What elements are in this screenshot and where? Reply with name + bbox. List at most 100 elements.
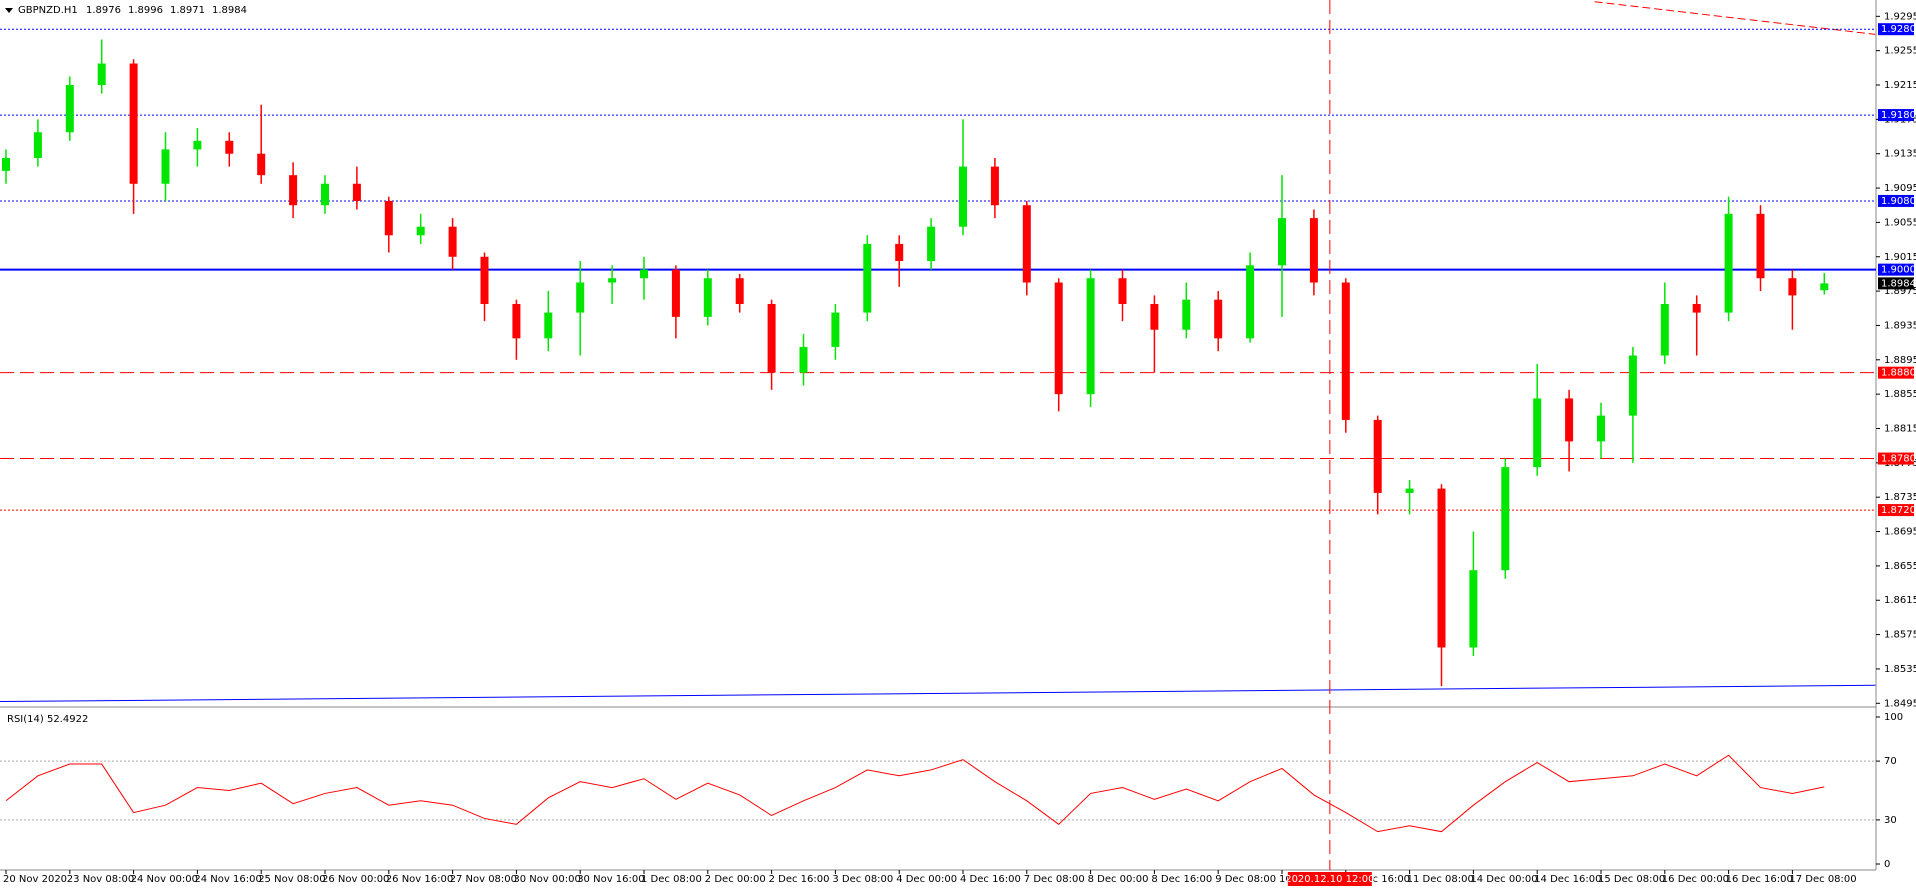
candle-body xyxy=(990,166,999,206)
candle-body xyxy=(959,166,967,227)
y-tick-label: 1.9215 xyxy=(1884,80,1916,91)
candle-body xyxy=(1150,303,1159,330)
candle-body xyxy=(1692,303,1701,313)
x-tick-label: 14 Dec 00:00 xyxy=(1470,874,1537,885)
candle-body xyxy=(129,63,138,184)
candle-body xyxy=(895,243,904,262)
x-tick-label: 27 Nov 08:00 xyxy=(450,874,517,885)
candle-body xyxy=(831,312,840,347)
candle-body xyxy=(927,226,936,262)
x-tick-label: 25 Nov 08:00 xyxy=(258,874,325,885)
y-tick-label: 0 xyxy=(1884,859,1890,870)
rsi-label: RSI(14) 52.4922 xyxy=(7,714,88,725)
y-tick-label: 1.8895 xyxy=(1884,355,1916,366)
x-tick-label: 4 Dec 00:00 xyxy=(896,874,957,885)
candle-body xyxy=(352,183,361,201)
candle-body xyxy=(289,175,298,206)
candle-body xyxy=(1788,278,1797,296)
candle-body xyxy=(161,149,170,184)
candle-body xyxy=(512,303,521,339)
candle-body xyxy=(384,200,393,236)
x-tick-label: 2 Dec 16:00 xyxy=(769,874,830,885)
x-tick-label: 8 Dec 16:00 xyxy=(1151,874,1212,885)
y-tick-label: 1.9055 xyxy=(1884,217,1916,228)
candle-body xyxy=(1278,218,1286,266)
candle-body xyxy=(1565,398,1574,442)
candle-body xyxy=(640,269,648,279)
candle-body xyxy=(1501,467,1510,571)
y-tick-label: 1.9295 xyxy=(1884,11,1916,22)
x-tick-label: 30 Nov 16:00 xyxy=(577,874,644,885)
x-tick-label: 16 Dec 00:00 xyxy=(1662,874,1729,885)
level-label: 1.9280 xyxy=(1881,24,1916,35)
level-tag xyxy=(1878,109,1914,122)
candle-body xyxy=(1533,398,1542,468)
candle-body xyxy=(1820,283,1829,291)
y-tick-label: 1.8575 xyxy=(1884,630,1916,641)
x-tick-label: 14 Dec 16:00 xyxy=(1534,874,1601,885)
candle-body xyxy=(193,140,202,150)
candle-body xyxy=(97,63,106,86)
current-price: 1.8984 xyxy=(1881,278,1916,289)
symbol: GBPNZD.H1 xyxy=(18,5,78,16)
candle-body xyxy=(1309,218,1318,283)
level-label: 1.9080 xyxy=(1881,196,1916,207)
candle-body xyxy=(671,269,680,317)
candle-body xyxy=(321,183,329,206)
candle-body xyxy=(1118,278,1127,304)
y-tick-label: 1.8535 xyxy=(1884,664,1916,675)
candle-body xyxy=(1756,213,1765,279)
candle-body xyxy=(1628,355,1637,416)
candle-body xyxy=(1373,419,1382,493)
candle-body xyxy=(448,226,457,257)
candle-body xyxy=(1437,488,1446,648)
level-tag xyxy=(1878,504,1914,517)
candle-body xyxy=(257,153,266,176)
level-label: 1.8720 xyxy=(1881,505,1916,516)
candle-body xyxy=(65,85,74,133)
y-tick-label: 1.8495 xyxy=(1884,698,1916,709)
y-tick-label: 1.8615 xyxy=(1884,595,1916,606)
candle-body xyxy=(1724,213,1733,313)
level-tag xyxy=(1878,23,1914,36)
x-tick-label: 7 Dec 08:00 xyxy=(1024,874,1085,885)
x-tick-label: 10 Dec 16:00 xyxy=(1343,874,1410,885)
header-ohlc: 1.8976 xyxy=(86,5,121,16)
candle-body xyxy=(1214,299,1223,339)
header-ohlc: 1.8984 xyxy=(212,5,247,16)
y-tick-label: 1.8735 xyxy=(1884,492,1916,503)
cursor-tag xyxy=(1287,872,1372,886)
candle-body xyxy=(703,278,712,317)
y-tick-label: 1.9015 xyxy=(1884,252,1916,263)
candle-body xyxy=(416,226,425,236)
y-tick-label: 1.8975 xyxy=(1884,286,1916,297)
y-tick-label: 1.8655 xyxy=(1884,561,1916,572)
candle-body xyxy=(1660,303,1669,356)
y-tick-label: 1.9255 xyxy=(1884,46,1916,57)
candle-body xyxy=(735,278,744,304)
x-tick-label: 24 Nov 16:00 xyxy=(194,874,261,885)
candle-body xyxy=(225,140,234,154)
candle-body xyxy=(544,312,553,339)
collapse-icon xyxy=(5,8,13,13)
trendline xyxy=(0,684,1876,703)
y-tick-label: 1.8815 xyxy=(1884,423,1916,434)
header-ohlc: 1.8996 xyxy=(128,5,163,16)
y-tick-label: 100 xyxy=(1884,712,1903,723)
cursor-label: 2020.12.10 12:00 xyxy=(1285,874,1374,885)
level-label: 1.8780 xyxy=(1881,454,1916,465)
x-tick-label: 17 Dec 08:00 xyxy=(1789,874,1856,885)
level-label: 1.9000 xyxy=(1881,265,1916,276)
header-ohlc: 1.8971 xyxy=(170,5,205,16)
x-tick-label: 1 Dec 08:00 xyxy=(641,874,702,885)
x-tick-label: 15 Dec 08:00 xyxy=(1598,874,1665,885)
level-tag xyxy=(1878,366,1914,379)
candle-body xyxy=(863,243,872,313)
candle-body xyxy=(799,346,808,373)
candle-body xyxy=(2,158,10,171)
rsi-line xyxy=(5,754,1825,833)
y-tick-label: 30 xyxy=(1884,815,1897,826)
